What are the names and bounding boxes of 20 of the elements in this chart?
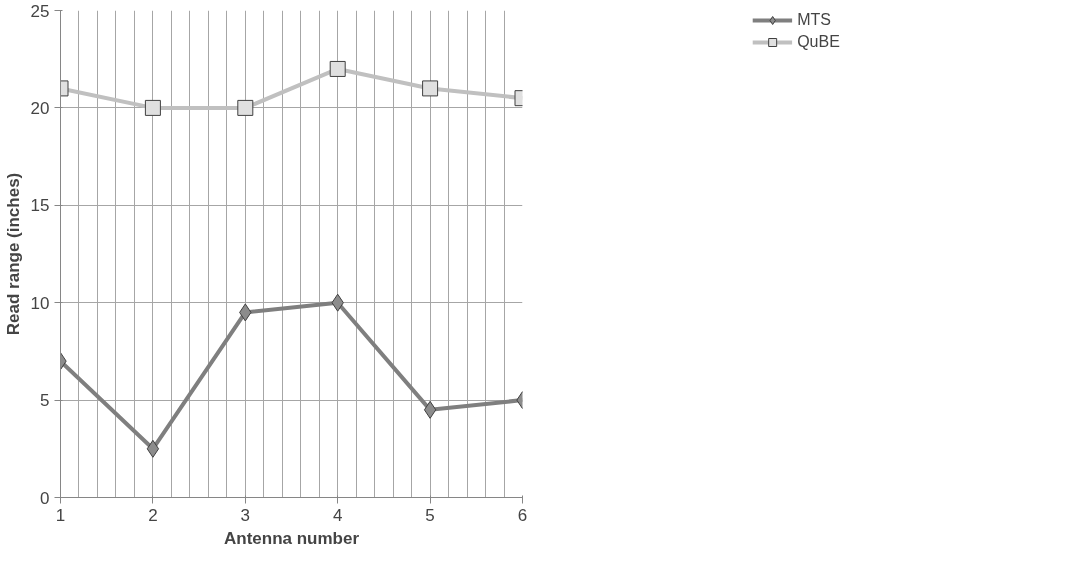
point [146, 439, 160, 458]
point [329, 60, 346, 77]
y-tick-label: 10 [30, 293, 50, 313]
y-tick-label: 5 [40, 391, 50, 411]
x-tick-label: 1 [55, 505, 66, 525]
point [237, 99, 254, 116]
legend-label: MTS [797, 11, 831, 29]
y-tick-label: 15 [30, 196, 50, 216]
x-tick-label: 5 [425, 505, 435, 525]
point [423, 400, 437, 419]
y-tick-label: 0 [40, 488, 50, 508]
x-tick-label: 3 [240, 505, 251, 525]
x-tick-label: 4 [332, 505, 343, 525]
y-tick-label: 20 [30, 98, 50, 118]
x-tick-label: 2 [148, 505, 158, 525]
x-tick-label: 6 [517, 505, 528, 525]
legend-label: QuBE [797, 33, 840, 51]
y-tick-label: 25 [30, 1, 50, 21]
x-axis-title: Antenna number [223, 528, 360, 548]
y-axis-title: Read range (inches) [3, 172, 23, 336]
